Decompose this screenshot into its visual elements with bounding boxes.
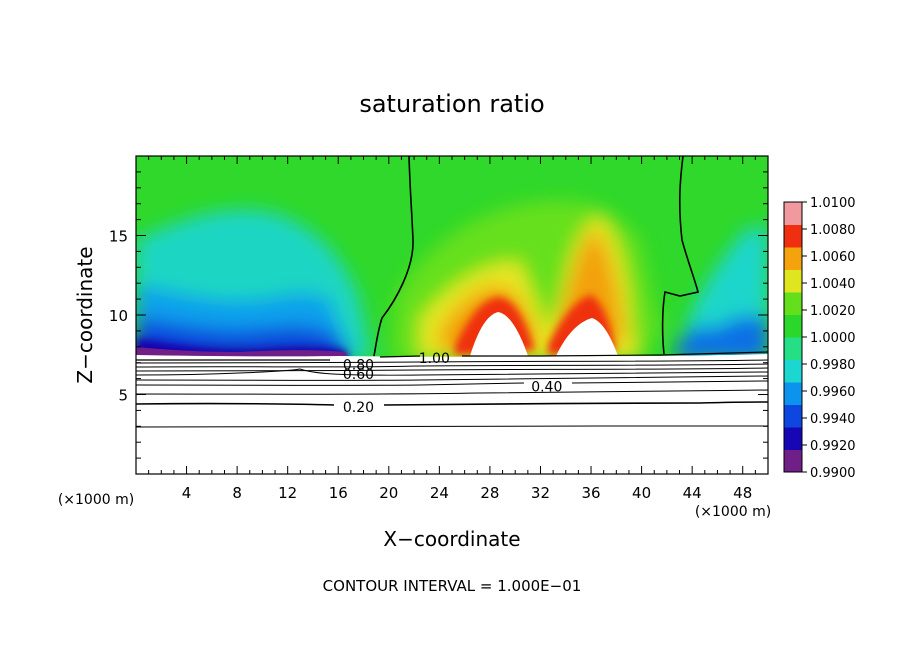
colorbar-swatch [784, 404, 802, 428]
x-axis: 4 8 12 16 20 24 28 32 36 40 44 48 [148, 156, 756, 502]
colorbar-tick-label: 0.9940 [810, 412, 856, 427]
x-tick-label: 8 [232, 484, 242, 502]
x-unit-label-right: (×1000 m) [695, 504, 771, 520]
contour-0p20 [136, 401, 768, 406]
contour-1p00-base [136, 351, 768, 361]
x-tick-label: 48 [733, 484, 752, 502]
colorbar-swatch [784, 382, 802, 405]
colorbar-swatch [784, 449, 802, 473]
field-white-bubble-right [556, 318, 618, 356]
colorbar-swatch [784, 292, 802, 315]
x-tick-label: 40 [632, 484, 651, 502]
colorbar-swatch [784, 202, 802, 225]
contour-1p00-right [661, 156, 699, 355]
contour-line [136, 425, 768, 428]
x-tick-label: 16 [329, 484, 348, 502]
field-purple-fringe [136, 347, 348, 358]
x-tick-label: 28 [480, 484, 499, 502]
colorbar-tick-label: 0.9900 [810, 466, 856, 481]
contour-lines [136, 156, 768, 428]
y-tick-label: 5 [118, 387, 128, 405]
contour-label: 0.40 [531, 380, 562, 396]
x-tick-label: 36 [581, 484, 600, 502]
contour-label: 1.00 [419, 351, 450, 367]
x-axis-title: X−coordinate [383, 527, 520, 551]
contour-0p40 [136, 380, 768, 386]
contour-label: 0.20 [343, 400, 374, 416]
chart-title: saturation ratio [359, 90, 544, 118]
y-tick-label: 15 [109, 228, 128, 246]
colorbar-tick-label: 1.0080 [810, 223, 856, 238]
colorbar-tick-label: 1.0100 [810, 196, 856, 211]
colorbar-tick-label: 0.9960 [810, 385, 856, 400]
colorbar: 1.0100 1.0080 1.0060 1.0040 1.0020 1.0000 0.99… [783, 196, 856, 481]
field-lower-white [136, 354, 768, 474]
colorbar-swatch [784, 314, 802, 338]
contour-line [136, 359, 768, 364]
y-axis-title: Z−coordinate [73, 246, 97, 383]
field-white-bubble-left [470, 312, 528, 356]
colorbar-tick-label: 1.0000 [810, 331, 856, 346]
x-tick-label: 12 [278, 484, 297, 502]
colorbar-tick-label: 0.9980 [810, 358, 856, 373]
colorbar-swatch [784, 337, 802, 360]
contour-label: 0.60 [343, 367, 374, 383]
y-tick-label: 10 [109, 307, 128, 325]
x-tick-label: 24 [430, 484, 449, 502]
x-tick-label: 20 [379, 484, 398, 502]
contour-line [136, 367, 768, 372]
colorbar-tick-label: 0.9920 [810, 439, 856, 454]
contour-label: 0.80 [343, 357, 374, 373]
contour-line [136, 389, 768, 395]
x-unit-label-left: (×1000 m) [58, 492, 134, 508]
colorbar-swatch [784, 247, 802, 270]
contour-interval-note: CONTOUR INTERVAL = 1.000E−01 [323, 577, 582, 595]
colorbar-swatch [784, 269, 802, 293]
saturation-field [136, 156, 768, 474]
contour-1p00-left [373, 156, 414, 357]
x-tick-label: 32 [531, 484, 550, 502]
contour-line [136, 363, 768, 368]
colorbar-swatch [784, 224, 802, 248]
colorbar-swatch [784, 427, 802, 450]
colorbar-tick-label: 1.0040 [810, 277, 856, 292]
x-tick-label: 44 [683, 484, 702, 502]
colorbar-tick-label: 1.0020 [810, 304, 856, 319]
colorbar-swatch [784, 359, 802, 383]
y-axis: 5 10 15 [109, 171, 768, 459]
colorbar-tick-label: 1.0060 [810, 250, 856, 265]
x-tick-label: 4 [182, 484, 192, 502]
field-blue-right [676, 315, 768, 360]
contour-line [136, 375, 768, 381]
contour-line [136, 368, 768, 376]
contour-labels: 1.00 0.800.60 0.40 0.20 [343, 351, 563, 416]
